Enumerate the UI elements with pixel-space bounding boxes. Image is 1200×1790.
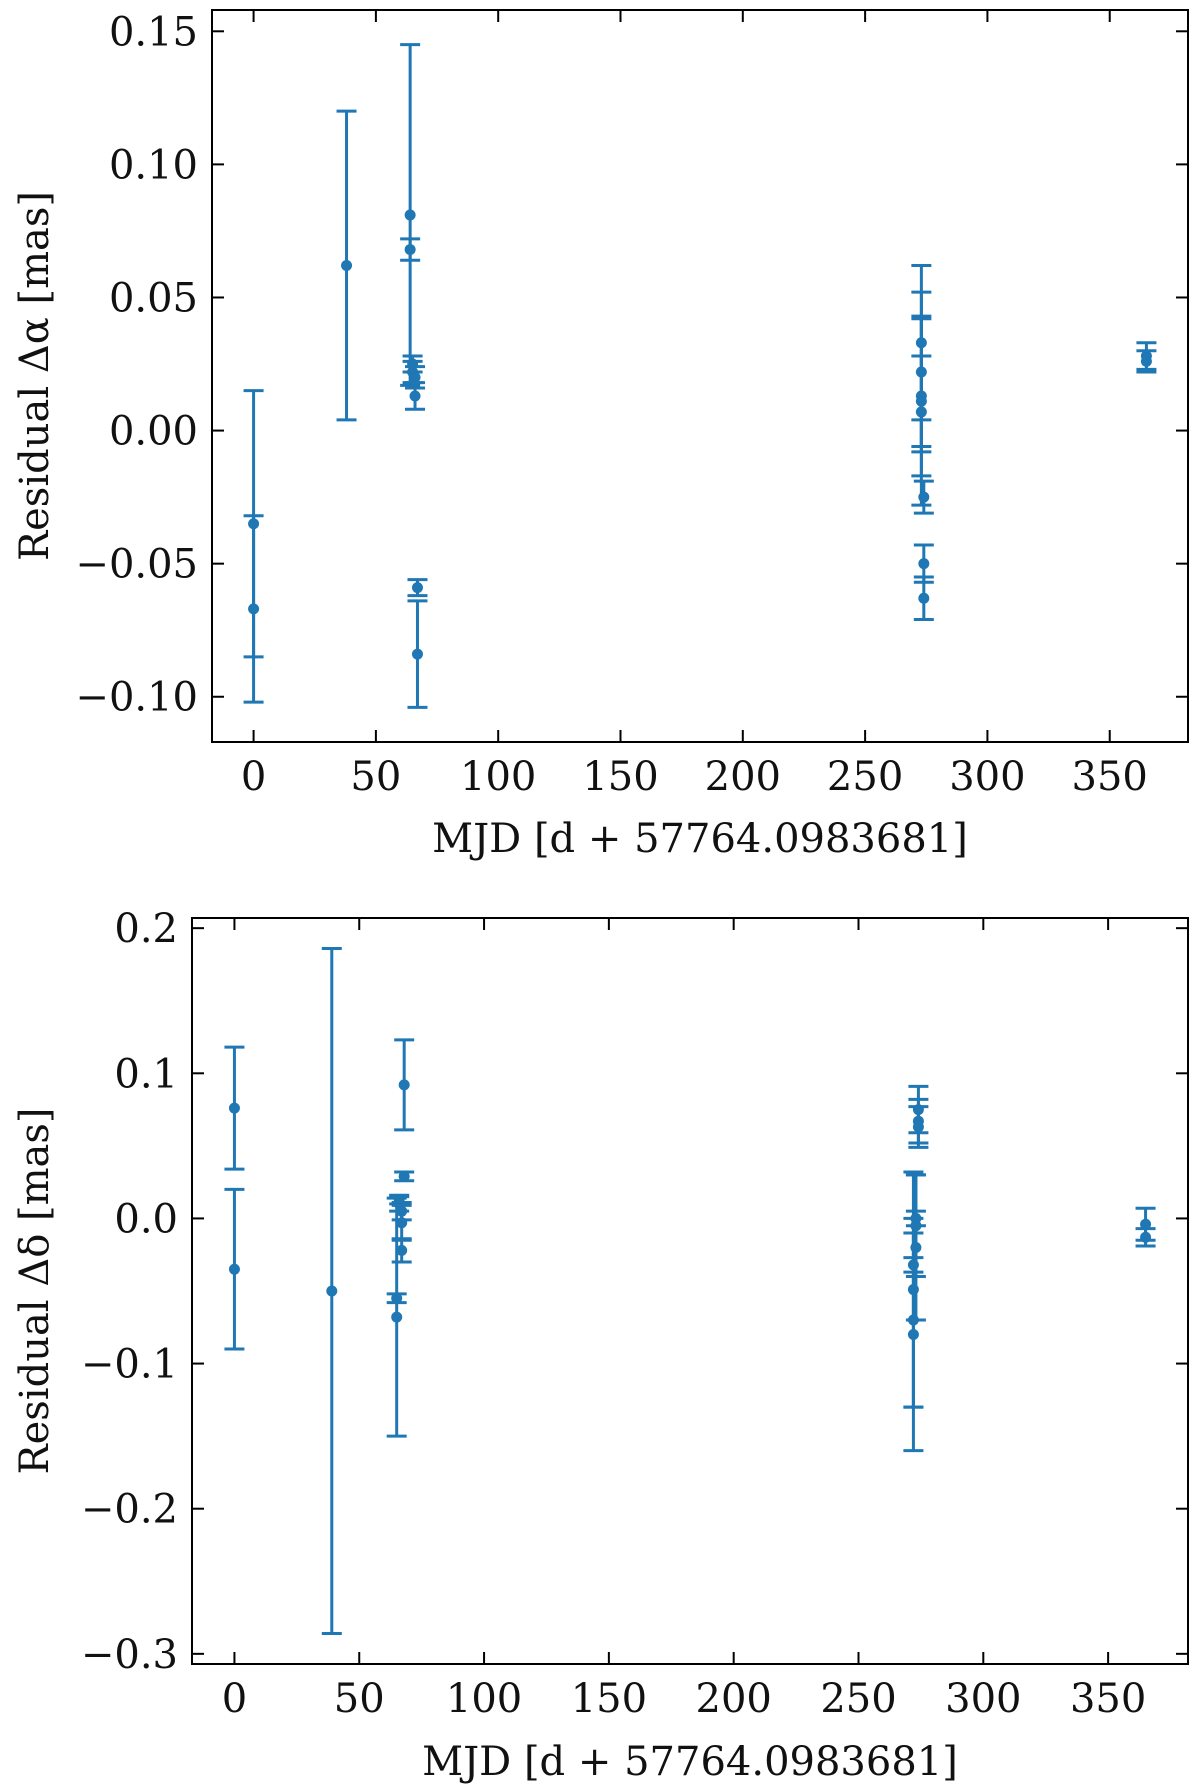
ra-marker bbox=[248, 603, 260, 615]
dec-y-axis-label: Residual Δδ [mas] bbox=[12, 1107, 58, 1474]
dec-x-tick-label: 200 bbox=[696, 1676, 772, 1722]
dec-datapoints bbox=[224, 946, 1156, 1636]
ra-marker bbox=[411, 648, 423, 660]
ra-datapoint bbox=[400, 237, 421, 262]
ra-marker bbox=[918, 491, 930, 503]
ra-datapoint bbox=[911, 317, 932, 507]
ra-x-tick-label: 350 bbox=[1072, 754, 1148, 800]
ra-marker bbox=[404, 209, 416, 221]
dec-y-tick-label: −0.2 bbox=[81, 1487, 178, 1533]
ra-marker bbox=[409, 390, 421, 402]
dec-marker bbox=[907, 1329, 919, 1341]
ra-ticks: 0 50 100 150 200 250 300 350 −0.10 −0.05 0.00 0.05 0… bbox=[75, 9, 1188, 800]
dec-marker bbox=[391, 1292, 403, 1304]
ra-y-tick-label: −0.10 bbox=[75, 675, 198, 721]
dec-x-tick-label: 350 bbox=[1070, 1676, 1146, 1722]
ra-x-tick-label: 0 bbox=[241, 754, 266, 800]
ra-x-tick-label: 200 bbox=[705, 754, 781, 800]
dec-y-tick-label: 0.1 bbox=[114, 1051, 178, 1097]
dec-x-tick-label: 100 bbox=[446, 1676, 522, 1722]
ra-marker bbox=[404, 244, 416, 256]
ra-x-tick-label: 50 bbox=[350, 754, 401, 800]
dec-y-tick-label: 0.0 bbox=[114, 1196, 178, 1242]
ra-datapoint bbox=[913, 479, 934, 515]
ra-datapoint bbox=[407, 578, 428, 598]
ra-datapoint bbox=[1136, 349, 1157, 374]
dec-marker bbox=[1140, 1231, 1152, 1243]
ra-marker bbox=[411, 582, 423, 594]
dec-datapoint bbox=[386, 1292, 407, 1305]
dec-marker bbox=[912, 1121, 924, 1133]
ra-x-tick-label: 100 bbox=[460, 754, 536, 800]
ra-datapoint bbox=[405, 381, 426, 411]
dec-x-axis-label: MJD [d + 57764.0983681] bbox=[422, 1739, 958, 1785]
ra-datapoint bbox=[400, 43, 421, 387]
dec-datapoint bbox=[908, 1105, 929, 1149]
dec-datapoint bbox=[391, 1237, 412, 1264]
ra-y-axis-label: Residual Δα [mas] bbox=[12, 191, 58, 561]
dec-datapoint bbox=[905, 1173, 926, 1278]
dec-marker bbox=[391, 1311, 403, 1323]
ra-x-tick-label: 300 bbox=[949, 754, 1025, 800]
dec-marker bbox=[396, 1244, 408, 1256]
dec-datapoint bbox=[224, 1045, 245, 1171]
dec-marker bbox=[326, 1285, 338, 1297]
dec-marker bbox=[398, 1079, 410, 1091]
dec-x-tick-label: 250 bbox=[820, 1676, 896, 1722]
ra-x-axis-label: MJD [d + 57764.0983681] bbox=[432, 816, 968, 862]
ra-y-tick-label: 0.05 bbox=[109, 275, 198, 321]
dec-datapoint bbox=[321, 946, 342, 1636]
dec-datapoint bbox=[394, 1038, 415, 1132]
dec-datapoint bbox=[224, 1187, 245, 1351]
ra-y-tick-label: 0.00 bbox=[109, 409, 198, 455]
dec-marker bbox=[910, 1220, 922, 1232]
dec-y-tick-label: −0.1 bbox=[81, 1342, 178, 1388]
ra-marker bbox=[918, 558, 930, 570]
dec-marker bbox=[228, 1263, 240, 1275]
dec-y-tick-label: −0.3 bbox=[81, 1632, 178, 1678]
ra-datapoint bbox=[243, 514, 264, 704]
dec-x-tick-label: 300 bbox=[945, 1676, 1021, 1722]
ra-datapoints bbox=[243, 43, 1157, 709]
dec-x-tick-label: 50 bbox=[334, 1676, 385, 1722]
dec-marker bbox=[398, 1170, 410, 1182]
dec-datapoint bbox=[1135, 1227, 1156, 1248]
dec-marker bbox=[396, 1217, 408, 1229]
dec-residual-panel: 0 50 100 150 200 250 300 350 −0.3 −0.2 −0.1 0.0 0.1 0… bbox=[12, 906, 1189, 1785]
ra-x-tick-label: 250 bbox=[827, 754, 903, 800]
dec-x-tick-label: 0 bbox=[222, 1676, 247, 1722]
ra-y-tick-label: 0.10 bbox=[109, 142, 198, 188]
ra-datapoint bbox=[407, 599, 428, 709]
dec-plot-frame bbox=[191, 917, 1189, 1665]
dec-marker bbox=[1140, 1218, 1152, 1230]
dec-marker bbox=[228, 1102, 240, 1114]
ra-datapoint bbox=[336, 109, 357, 422]
ra-marker bbox=[918, 592, 930, 604]
dec-datapoint bbox=[394, 1170, 415, 1183]
ra-marker bbox=[1140, 355, 1152, 367]
dec-ticks: 0 50 100 150 200 250 300 350 −0.3 −0.2 −0.1 0.0 0.1 0… bbox=[81, 906, 1188, 1722]
ra-plot-frame bbox=[211, 9, 1189, 743]
ra-datapoint bbox=[913, 575, 934, 622]
dec-x-tick-label: 150 bbox=[571, 1676, 647, 1722]
ra-residual-panel: 0 50 100 150 200 250 300 350 −0.10 −0.05 0.00 0.05 0… bbox=[12, 9, 1189, 862]
dec-y-tick-label: 0.2 bbox=[114, 906, 178, 952]
ra-marker bbox=[409, 371, 421, 383]
ra-marker bbox=[915, 406, 927, 418]
ra-marker bbox=[341, 260, 353, 272]
ra-y-tick-label: −0.05 bbox=[75, 542, 198, 588]
ra-y-tick-label: 0.15 bbox=[109, 9, 198, 55]
ra-x-tick-label: 150 bbox=[582, 754, 658, 800]
